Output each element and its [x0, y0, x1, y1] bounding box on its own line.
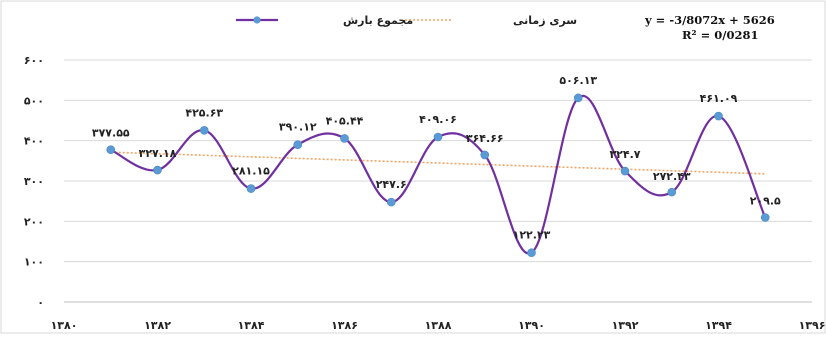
data-label: ۲۸۱.۱۵ — [232, 165, 270, 178]
data-point — [573, 93, 583, 103]
legend-series-label: مجموع بارش — [343, 14, 413, 27]
data-point — [246, 184, 256, 193]
x-tick-label: ۱۳۹۲ — [612, 319, 639, 332]
data-point — [293, 140, 303, 149]
data-label: ۴۶۱.۰۹ — [700, 92, 738, 105]
y-tick-label: ۶۰۰ — [24, 54, 44, 67]
data-point — [433, 132, 443, 142]
y-tick-label: ۴۰۰ — [24, 135, 44, 148]
data-label: ۳۷۷.۵۵ — [92, 127, 130, 140]
data-point — [667, 187, 677, 197]
series-line — [110, 94, 767, 255]
data-label: ۲۷۲.۴۳ — [653, 170, 691, 183]
data-label: ۲۴۷.۶ — [376, 178, 407, 191]
data-point — [714, 111, 723, 121]
data-label: ۳۶۴.۶۶ — [466, 132, 504, 145]
x-tick-label: ۱۳۹۶ — [799, 319, 826, 332]
legend-series-marker — [253, 16, 261, 24]
label-layer: ۳۷۷.۵۵ ۳۲۷.۱۸ ۴۲۵.۶۳ ۲۸۱.۱۵ ۳۹۰.۱۲ ۴۰۵.۴۴ ۲۴۷.… — [92, 74, 781, 242]
data-point — [527, 248, 536, 258]
trend-line — [110, 151, 766, 175]
trend-equation: y = -3/8072x + 5626 — [644, 13, 775, 27]
x-tick-label: ۱۳۸۴ — [238, 319, 265, 332]
x-tick-label: ۱۳۹۰ — [518, 319, 545, 332]
y-tick-label: ۵۰۰ — [24, 94, 44, 107]
data-label: ۴۲۵.۶۳ — [185, 106, 223, 119]
data-point — [386, 197, 396, 207]
data-label: ۳۲۷.۱۸ — [139, 147, 177, 160]
data-point — [620, 166, 630, 176]
data-label: ۱۲۲.۲۳ — [513, 229, 551, 242]
axis-layer: ۰ ۱۰۰ ۲۰۰ ۳۰۰ ۴۰۰ ۵۰۰ ۶۰۰ ۱۳۸۰ ۱۳۸۲ ۱۳۸۴ ۱۳۸۶ ۱۳۸۸ ۱… — [24, 54, 826, 332]
y-tick-label: ۱۰۰ — [24, 256, 44, 269]
data-label: ۲۰۹.۵ — [750, 195, 781, 208]
data-label: ۵۰۶.۱۳ — [559, 74, 597, 87]
data-point — [106, 145, 116, 155]
data-label: ۳۹۰.۱۲ — [279, 121, 317, 134]
data-label: ۳۲۴.۷ — [609, 148, 640, 161]
trend-layer — [110, 151, 766, 175]
x-tick-label: ۱۳۸۸ — [425, 319, 452, 332]
series-layer — [106, 93, 770, 258]
data-label: ۴۰۹.۰۶ — [419, 113, 457, 126]
data-point — [480, 150, 490, 160]
y-tick-label: ۰ — [37, 296, 44, 309]
grid-layer — [64, 59, 812, 263]
x-tick-label: ۱۳۸۰ — [51, 319, 78, 332]
legend: مجموع بارش سری زمانی — [236, 14, 577, 27]
data-point — [760, 213, 770, 222]
trend-r-squared: R² = 0/0281 — [682, 28, 758, 42]
data-point — [199, 126, 209, 135]
x-tick-label: ۱۳۹۴ — [705, 319, 732, 332]
x-tick-label: ۱۳۸۶ — [331, 319, 358, 332]
data-point — [153, 165, 162, 175]
data-point — [340, 134, 349, 143]
y-tick-label: ۳۰۰ — [24, 175, 44, 188]
y-tick-label: ۲۰۰ — [24, 215, 44, 228]
data-label: ۴۰۵.۴۴ — [326, 114, 364, 127]
legend-trend-label: سری زمانی — [513, 14, 577, 27]
x-tick-label: ۱۳۸۲ — [144, 319, 171, 332]
